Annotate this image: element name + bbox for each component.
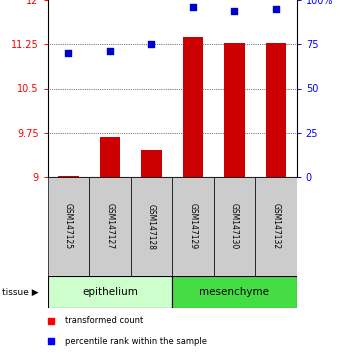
Bar <box>172 177 214 276</box>
Bar <box>58 176 79 177</box>
Bar <box>224 43 245 177</box>
Point <box>107 48 113 54</box>
Text: GSM147127: GSM147127 <box>105 204 115 250</box>
Text: mesenchyme: mesenchyme <box>199 287 269 297</box>
Text: GSM147130: GSM147130 <box>230 204 239 250</box>
Bar <box>100 137 120 177</box>
Bar <box>172 276 297 308</box>
Text: epithelium: epithelium <box>82 287 138 297</box>
Point <box>66 50 71 56</box>
Text: GSM147125: GSM147125 <box>64 204 73 250</box>
Point <box>273 6 279 12</box>
Bar <box>141 150 162 177</box>
Point <box>232 8 237 13</box>
Point <box>48 338 54 344</box>
Bar <box>182 37 203 177</box>
Bar <box>48 276 172 308</box>
Bar <box>214 177 255 276</box>
Point <box>48 318 54 324</box>
Bar <box>48 177 89 276</box>
Point <box>190 4 196 10</box>
Text: GSM147128: GSM147128 <box>147 204 156 250</box>
Bar <box>255 177 297 276</box>
Bar <box>89 177 131 276</box>
Bar <box>266 43 286 177</box>
Text: percentile rank within the sample: percentile rank within the sample <box>65 337 207 346</box>
Point <box>149 41 154 47</box>
Text: transformed count: transformed count <box>65 316 143 325</box>
Text: GSM147132: GSM147132 <box>271 204 280 250</box>
Text: tissue ▶: tissue ▶ <box>2 287 38 297</box>
Text: GSM147129: GSM147129 <box>189 204 197 250</box>
Bar <box>131 177 172 276</box>
